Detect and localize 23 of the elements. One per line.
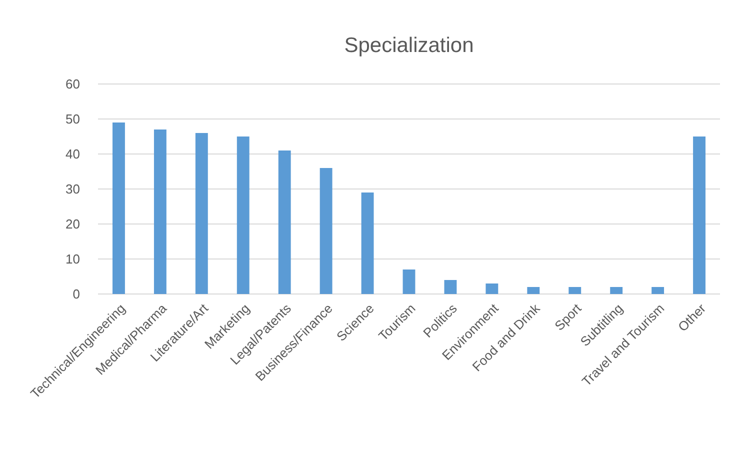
y-tick-label: 30 xyxy=(66,182,80,197)
bar xyxy=(527,287,540,294)
y-tick-label: 60 xyxy=(66,76,80,92)
bar xyxy=(693,136,706,294)
bar xyxy=(402,270,416,294)
y-tick-label: 20 xyxy=(66,216,80,232)
bar xyxy=(236,136,250,294)
chart-title: Specialization xyxy=(344,34,474,57)
bar xyxy=(444,280,457,294)
y-tick-label: 0 xyxy=(72,286,80,302)
bar xyxy=(610,287,623,294)
y-tick-label: 10 xyxy=(66,252,80,267)
bar xyxy=(154,130,166,294)
bar xyxy=(112,122,125,294)
bar xyxy=(361,192,374,294)
bar xyxy=(568,287,582,294)
bar xyxy=(486,284,498,294)
bar xyxy=(320,168,332,294)
bar xyxy=(278,150,291,294)
bar xyxy=(652,287,664,294)
bar xyxy=(195,133,208,294)
y-tick-label: 50 xyxy=(66,112,80,127)
y-tick-label: 40 xyxy=(66,146,80,162)
